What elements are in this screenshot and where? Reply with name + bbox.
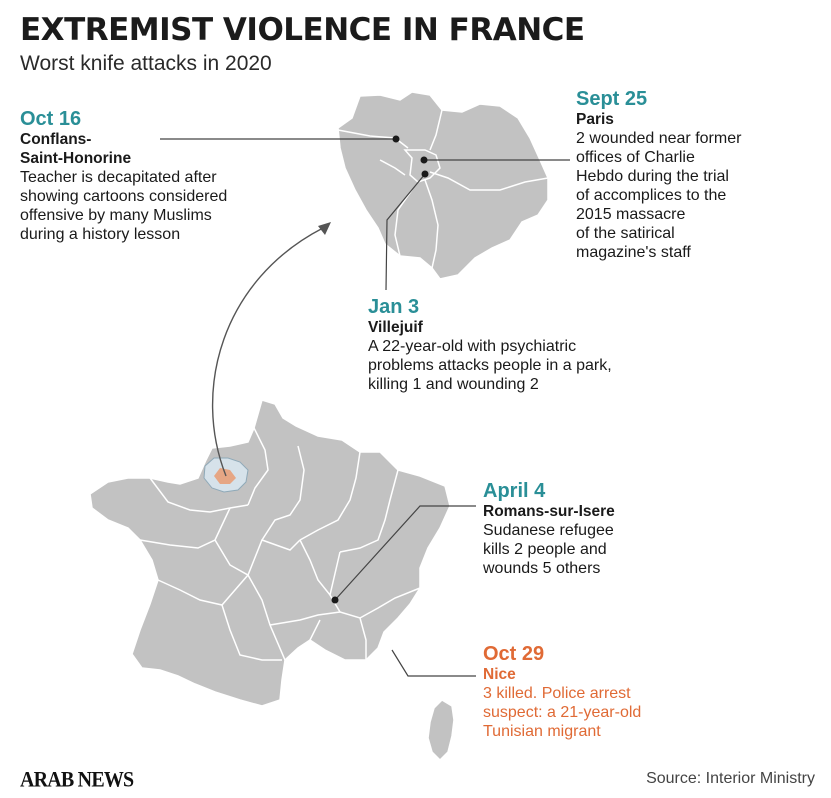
- page-title: EXTREMIST VIOLENCE IN FRANCE: [20, 12, 585, 48]
- leader-lines: [160, 138, 570, 677]
- markers: [331, 135, 429, 604]
- arab-news-logo: ARAB NEWS: [20, 767, 134, 793]
- marker-conflans: [392, 135, 400, 143]
- leader-line-nice: [391, 649, 476, 677]
- attack-date: Oct 16: [20, 108, 82, 130]
- attack-description: 2 wounded near former offices of Charlie…: [576, 130, 742, 261]
- attack-date: April 4: [483, 480, 546, 502]
- france-map: [89, 399, 455, 762]
- marker-paris: [420, 156, 428, 164]
- attack-card-nice: Oct 29 Nice 3 killed. Police arrest susp…: [483, 643, 641, 741]
- zoom-arrow: [211, 222, 331, 477]
- attack-place: Romans-sur-Isere: [483, 503, 615, 520]
- attack-place: Villejuif: [368, 319, 423, 336]
- ile-de-france-inset-map: [337, 91, 549, 280]
- attack-date: Oct 29: [483, 643, 545, 665]
- attack-date: Jan 3: [368, 296, 420, 318]
- marker-romans: [331, 596, 339, 604]
- attack-date: Sept 25: [576, 88, 648, 110]
- france-mainland: [89, 399, 451, 707]
- department-borders: [337, 109, 549, 269]
- leader-line-romans: [334, 505, 476, 601]
- attack-description: Teacher is decapitated after showing car…: [20, 169, 228, 243]
- leader-line-villejuif: [385, 173, 426, 291]
- arrow-head-icon: [318, 222, 331, 235]
- attack-description: 3 killed. Police arrest suspect: a 21-ye…: [483, 685, 642, 740]
- attack-card-villejuif: Jan 3 Villejuif A 22-year-old with psych…: [368, 296, 612, 394]
- attack-card-conflans: Oct 16 Conflans- Saint-Honorine Teacher …: [20, 108, 227, 244]
- source-note: Source: Interior Ministry: [646, 770, 815, 787]
- marker-villejuif: [421, 170, 429, 178]
- attack-description: Sudanese refugee kills 2 people and woun…: [483, 522, 614, 577]
- attack-place: Conflans- Saint-Honorine: [20, 131, 132, 167]
- attack-card-paris: Sept 25 Paris 2 wounded near former offi…: [576, 88, 741, 262]
- france-region-borders: [139, 427, 421, 661]
- attack-place: Paris: [576, 111, 614, 128]
- corsica: [427, 699, 455, 762]
- page-subtitle: Worst knife attacks in 2020: [20, 52, 272, 75]
- attack-place: Nice: [483, 666, 516, 683]
- attack-description: A 22-year-old with psychiatric problems …: [368, 338, 612, 393]
- attack-card-romans: April 4 Romans-sur-Isere Sudanese refuge…: [483, 480, 615, 578]
- paris-highlight: [214, 468, 236, 484]
